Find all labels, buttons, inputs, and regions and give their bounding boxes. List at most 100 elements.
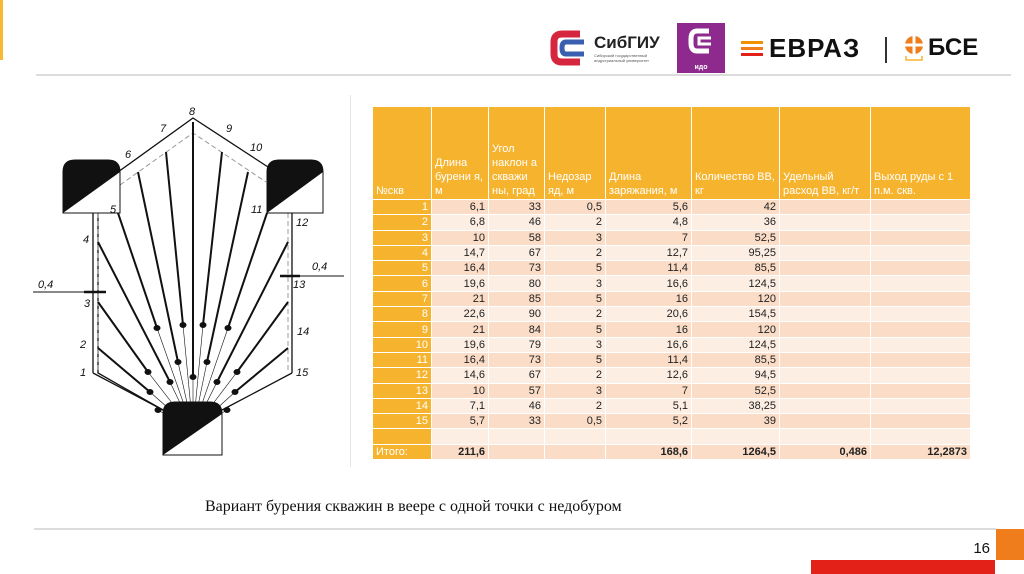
- charge-start-dot: [166, 379, 174, 385]
- table-cell: [871, 215, 970, 230]
- ido-label: идо: [694, 64, 708, 71]
- table-cell: [692, 429, 779, 444]
- table-cell: 67: [489, 368, 544, 383]
- table-cell: 5: [545, 322, 605, 337]
- right-drift: [266, 159, 324, 214]
- slide-caption: Вариант бурения скважин в веере с одной …: [205, 498, 622, 515]
- table-cell: 154,5: [692, 307, 779, 322]
- table-cell: [780, 245, 870, 261]
- table-cell: 85: [489, 291, 544, 307]
- hole-label-8: 8: [189, 106, 196, 118]
- table-row: 5 16,4 73 5 11,4 85,5: [373, 261, 970, 276]
- table-cell: 120: [692, 322, 779, 337]
- table-cell: 80: [489, 276, 544, 291]
- table-cell: 3: [545, 276, 605, 291]
- left-accent-bar: [0, 0, 3, 60]
- table-cell: 9: [373, 322, 431, 337]
- table-cell: 19,6: [432, 276, 488, 291]
- table-cell: 73: [489, 261, 544, 276]
- left-drift: [62, 159, 121, 214]
- table-cell: 16,4: [432, 352, 488, 368]
- charge-start-dot: [179, 322, 187, 328]
- table-cell: [871, 245, 970, 261]
- sibgiu-name: СибГИУ: [594, 33, 660, 52]
- charge-start-dot: [231, 389, 239, 395]
- table-cell: 3: [545, 230, 605, 245]
- table-cell: 7: [606, 383, 691, 398]
- hole-label-15: 15: [296, 367, 309, 379]
- diagram-divider: [350, 95, 351, 467]
- offset-label-left: 0,4: [38, 279, 53, 291]
- total-cell: 168,6: [606, 444, 691, 460]
- table-cell: 5,6: [606, 200, 691, 215]
- table-cell: 39: [692, 414, 779, 429]
- charge-start-dot: [203, 359, 211, 365]
- table-cell: 16,6: [606, 337, 691, 352]
- table-cell: 4,8: [606, 215, 691, 230]
- table-row: 11 16,4 73 5 11,4 85,5: [373, 352, 970, 368]
- blast-hole: [206, 171, 249, 363]
- table-row: 7 21 85 5 16 120: [373, 291, 970, 307]
- table-cell: 16,6: [606, 276, 691, 291]
- table-cell: [780, 337, 870, 352]
- total-cell: [545, 444, 605, 460]
- table-cell: 21: [432, 322, 488, 337]
- table-cell: 0,5: [545, 200, 605, 215]
- table-cell: 10: [432, 383, 488, 398]
- hole-label-14: 14: [297, 326, 309, 338]
- table-cell: [780, 276, 870, 291]
- table-cell: 46: [489, 215, 544, 230]
- table-cell: 90: [489, 307, 544, 322]
- table-cell: 79: [489, 337, 544, 352]
- table-cell: 5: [545, 261, 605, 276]
- blast-hole: [227, 212, 268, 329]
- footer-orange-block: [996, 529, 1024, 560]
- table-cell: 4: [373, 245, 431, 261]
- total-cell: Итого:: [373, 444, 431, 460]
- table-cell: 73: [489, 352, 544, 368]
- table-cell: 58: [489, 230, 544, 245]
- table-cell: 5,2: [606, 414, 691, 429]
- table-cell: 5,7: [432, 414, 488, 429]
- table-cell: 124,5: [692, 337, 779, 352]
- table-cell: [606, 429, 691, 444]
- charge-start-dot: [224, 325, 232, 331]
- table-cell: 16,4: [432, 261, 488, 276]
- charge-start-dot: [189, 374, 197, 380]
- blast-hole: [97, 347, 151, 393]
- hole-label-2: 2: [79, 339, 86, 351]
- table-cell: 6,1: [432, 200, 488, 215]
- column-header: Длина заряжания, м: [606, 107, 691, 199]
- table-cell: [871, 230, 970, 245]
- column-header: Удельный расход ВВ, кг/т: [780, 107, 870, 199]
- evraz-name: ЕВРАЗ: [769, 32, 861, 63]
- table-row: 10 19,6 79 3 16,6 124,5: [373, 337, 970, 352]
- sibgiu-emblem-icon: [550, 30, 584, 66]
- table-cell: [780, 200, 870, 215]
- table-row: 2 6,8 46 2 4,8 36: [373, 215, 970, 230]
- table-cell: [373, 429, 431, 444]
- blast-hole: [202, 151, 223, 326]
- table-cell: 2: [545, 368, 605, 383]
- total-cell: 211,6: [432, 444, 488, 460]
- blast-hole: [117, 212, 158, 329]
- table-cell: [432, 429, 488, 444]
- table-cell: 5: [373, 261, 431, 276]
- table-cell: 120: [692, 291, 779, 307]
- table-cell: 7: [606, 230, 691, 245]
- table-cell: 52,5: [692, 230, 779, 245]
- column-header: Недозар яд, м: [545, 107, 605, 199]
- table-cell: [780, 291, 870, 307]
- table-cell: [871, 398, 970, 414]
- table-cell: [780, 322, 870, 337]
- table-cell: 11,4: [606, 352, 691, 368]
- drilling-fan-diagram: 1 2 3 4 5 6 7 8 9 10 11 12 13 14 15 0,4 …: [33, 106, 344, 456]
- sibgiu-logo: СибГИУ Сибирский государственный индустр…: [550, 22, 664, 74]
- bse-logo: БСЕ: [903, 22, 978, 74]
- hole-label-6: 6: [125, 149, 132, 161]
- table-cell: 22,6: [432, 307, 488, 322]
- table-cell: 12,7: [606, 245, 691, 261]
- charge-start-dot: [174, 359, 182, 365]
- table-cell: 3: [545, 383, 605, 398]
- table-cell: 6,8: [432, 215, 488, 230]
